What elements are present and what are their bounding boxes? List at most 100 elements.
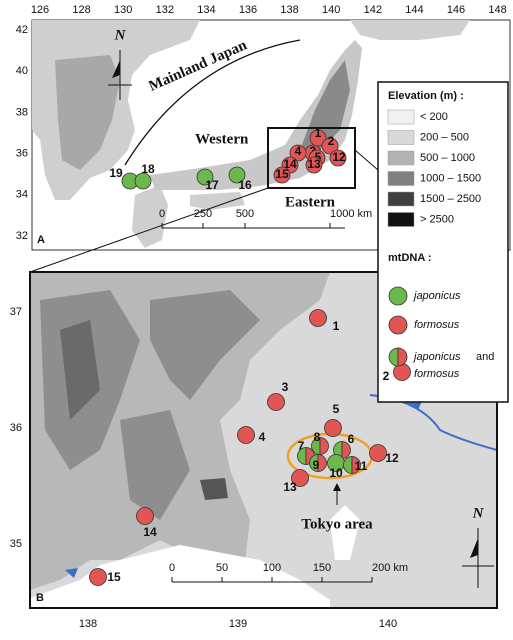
site-marker	[134, 172, 152, 190]
site-label: 5	[315, 150, 322, 164]
site-label: 3	[282, 380, 289, 394]
site-marker	[305, 156, 323, 174]
north-label: N	[114, 27, 127, 43]
scale-label: 1000 km	[330, 208, 372, 220]
site-marker	[273, 166, 291, 184]
legend-label: formosus	[414, 319, 460, 331]
lon-tick-label: 148	[488, 4, 506, 16]
north-arrow-a	[108, 50, 132, 100]
zoom-line	[354, 149, 379, 171]
lon-tick-label: 140	[322, 4, 340, 16]
lat-tick-label: 32	[16, 230, 28, 242]
site-label: 1	[315, 126, 322, 140]
legend-label: < 200	[420, 111, 448, 123]
legend-label: japonicus	[412, 290, 461, 302]
legend-label: 1000 – 1500	[420, 172, 481, 184]
panel-b-border	[29, 271, 498, 609]
site-label: 15	[275, 167, 289, 181]
legend-swatch	[387, 150, 415, 166]
site-label: 8	[314, 430, 321, 444]
legend-marker	[397, 347, 408, 367]
site-marker	[291, 469, 309, 487]
lat-tick-label: 35	[10, 538, 22, 550]
site-label: 5	[333, 402, 340, 416]
panel-b-relief	[30, 272, 497, 608]
north-label: N	[472, 505, 485, 521]
site-marker	[309, 129, 327, 147]
north-arrow-b	[462, 528, 494, 588]
site-label: 7	[298, 439, 305, 453]
lat-tick-label: 42	[16, 24, 28, 36]
lon-tick-label: 134	[197, 4, 215, 16]
site-marker	[369, 444, 387, 462]
site-label: 6	[348, 432, 355, 446]
scale-label: 0	[169, 562, 175, 574]
site-label: 16	[238, 178, 252, 192]
site-label: 1	[333, 319, 340, 333]
site-marker	[289, 144, 307, 162]
site-label: 19	[109, 166, 123, 180]
legend-label: japonicus	[412, 351, 461, 363]
lat-tick-label: 36	[16, 148, 28, 160]
site-marker	[309, 454, 319, 472]
site-label: 14	[283, 157, 297, 171]
site-label: 4	[259, 430, 266, 444]
legend-title: Elevation (m) :	[388, 90, 464, 102]
lat-tick-label: 34	[16, 189, 28, 201]
legend-marker	[388, 315, 408, 335]
inset-box	[267, 127, 356, 189]
legend-marker	[388, 347, 399, 367]
lon-tick-label: 144	[405, 4, 423, 16]
legend-swatch	[387, 130, 415, 145]
legend-label: 200 – 500	[420, 131, 469, 143]
site-marker	[297, 447, 307, 465]
tokyo-arrowhead	[333, 483, 341, 491]
western-label: Western	[195, 131, 249, 147]
scale-label: 250	[194, 208, 212, 220]
lat-tick-label: 40	[16, 65, 28, 77]
lon-tick-label: 132	[156, 4, 174, 16]
lon-tick-label: 130	[114, 4, 132, 16]
site-marker	[319, 437, 329, 455]
scale-label: 100	[263, 562, 281, 574]
panel-label: A	[37, 234, 45, 246]
site-marker	[343, 456, 353, 474]
lat-tick-label: 38	[16, 106, 28, 118]
site-label: 18	[141, 162, 155, 176]
site-marker	[136, 507, 154, 525]
site-marker	[228, 166, 246, 184]
lon-tick-label: 136	[239, 4, 257, 16]
lon-tick-label: 142	[364, 4, 382, 16]
site-label: 17	[205, 178, 219, 192]
site-marker	[309, 309, 327, 327]
panel-label: B	[36, 592, 44, 604]
lat-tick-label: 36	[10, 422, 22, 434]
legend-label: > 2500	[420, 213, 454, 225]
legend-label: and	[476, 351, 494, 363]
tokyo-label: Tokyo area	[301, 516, 373, 532]
site-marker	[89, 568, 107, 586]
legend-swatch	[387, 191, 415, 207]
site-marker	[196, 168, 214, 186]
site-marker	[321, 137, 339, 155]
scale-label: 0	[159, 208, 165, 220]
lon-tick-label: 126	[31, 4, 49, 16]
site-marker	[267, 393, 285, 411]
lon-tick-label: 139	[229, 618, 247, 630]
site-label: 12	[332, 150, 346, 164]
legend-swatch	[387, 212, 415, 227]
scale-label: 200 km	[372, 562, 408, 574]
site-label: 13	[307, 157, 321, 171]
site-marker	[329, 149, 347, 167]
site-marker	[237, 426, 255, 444]
scale-label: 150	[313, 562, 331, 574]
eastern-label: Eastern	[285, 194, 336, 210]
scale-label: 500	[236, 208, 254, 220]
legend-label: 1500 – 2500	[420, 193, 481, 205]
site-label: 9	[313, 458, 320, 472]
lon-tick-label: 128	[72, 4, 90, 16]
lon-tick-label: 138	[79, 618, 97, 630]
lon-tick-label: 138	[280, 4, 298, 16]
lon-tick-label: 146	[447, 4, 465, 16]
